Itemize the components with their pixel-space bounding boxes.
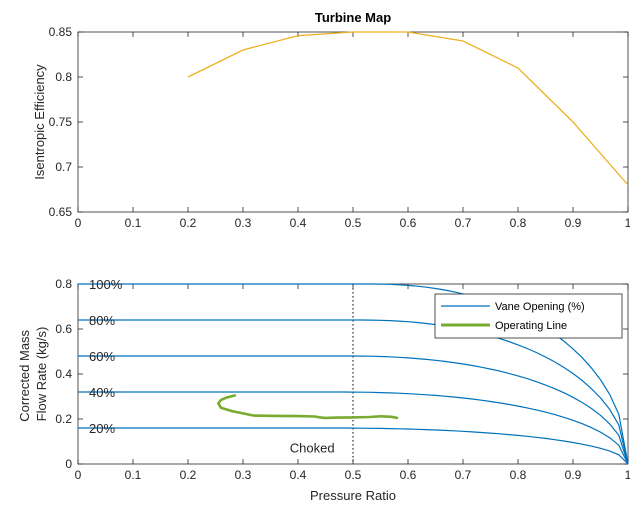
x-tick-label: 0: [75, 216, 82, 230]
efficiency-chart: Turbine Map 0 0.1 0.2 0.3 0.4 0.5 0.6 0.7 0.8 0.9…: [32, 10, 630, 230]
vane-opening-label: 20%: [89, 421, 115, 436]
x-tick-label: 0.7: [455, 216, 472, 230]
y-tick-labels: 0.65 0.7 0.75 0.8 0.85: [49, 25, 628, 219]
x-tick-label: 0.2: [180, 468, 197, 482]
vane-opening-label: 40%: [89, 385, 115, 400]
operating-line: [217, 394, 399, 420]
x-tick-label: 0: [75, 468, 82, 482]
x-tick-label: 0.4: [290, 216, 307, 230]
x-tick-label: 0.5: [345, 468, 362, 482]
y-tick-label: 0.2: [55, 412, 72, 426]
x-tick-label: 0.5: [345, 216, 362, 230]
legend: Vane Opening (%) Operating Line: [434, 293, 623, 339]
chart-title: Turbine Map: [315, 10, 391, 25]
y-tick-label: 0.7: [55, 160, 72, 174]
y-axis-title-line-2: Flow Rate (kg/s): [34, 327, 49, 422]
vane-opening-label: 100%: [89, 277, 123, 292]
choked-label: Choked: [290, 440, 335, 455]
legend-label-vane: Vane Opening (%): [495, 301, 585, 313]
x-tick-label: 0.8: [510, 216, 527, 230]
operating-line-path: [217, 394, 399, 420]
y-tick-label: 0.75: [49, 115, 73, 129]
vane-curve: [78, 319, 629, 465]
efficiency-line: [187, 31, 629, 186]
y-axis-title: Isentropic Efficiency: [32, 64, 47, 180]
vane-curve: [78, 391, 629, 465]
x-tick-label: 0.1: [125, 468, 142, 482]
y-tick-label: 0.8: [55, 277, 72, 291]
vane-curve: [78, 427, 629, 465]
y-tick-label: 0.85: [49, 25, 73, 39]
y-tick-label: 0.65: [49, 205, 73, 219]
x-tick-label: 0.1: [125, 216, 142, 230]
x-tick-label: 0.2: [180, 216, 197, 230]
y-axis-title: Corrected Mass Flow Rate (kg/s): [17, 326, 49, 421]
plot-area: [77, 31, 629, 213]
mass-flow-chart: 0 0.1 0.2 0.3 0.4 0.5 0.6 0.7 0.8 0.9 1 0 0.2 0.4 0.6…: [17, 277, 630, 503]
annotations: Choked: [290, 440, 335, 455]
legend-label-operating: Operating Line: [495, 320, 567, 332]
y-tick-label: 0.4: [55, 367, 72, 381]
vane-curve: [78, 355, 629, 465]
x-tick-label: 0.3: [235, 216, 252, 230]
x-tick-label: 0.3: [235, 468, 252, 482]
x-tick-label: 0.9: [565, 216, 582, 230]
vane-opening-label: 80%: [89, 313, 115, 328]
x-axis-title: Pressure Ratio: [310, 488, 396, 503]
x-tick-labels: 0 0.1 0.2 0.3 0.4 0.5 0.6 0.7 0.8 0.9 1: [75, 32, 630, 230]
legend-box: [434, 293, 623, 339]
x-tick-labels: 0 0.1 0.2 0.3 0.4 0.5 0.6 0.7 0.8 0.9 1: [75, 284, 630, 482]
y-tick-label: 0.6: [55, 322, 72, 336]
x-tick-label: 0.6: [400, 216, 417, 230]
x-tick-label: 0.7: [455, 468, 472, 482]
vane-opening-labels: 100% 80% 60% 40% 20%: [89, 277, 123, 436]
x-tick-label: 1: [625, 468, 630, 482]
y-tick-label: 0: [65, 457, 72, 471]
x-tick-label: 0.9: [565, 468, 582, 482]
efficiency-series: [187, 31, 629, 186]
x-tick-label: 0.8: [510, 468, 527, 482]
x-tick-label: 1: [625, 216, 630, 230]
x-tick-label: 0.6: [400, 468, 417, 482]
y-tick-label: 0.8: [55, 70, 72, 84]
vane-opening-label: 60%: [89, 349, 115, 364]
x-tick-label: 0.4: [290, 468, 307, 482]
y-axis-title-line-1: Corrected Mass: [17, 329, 32, 421]
